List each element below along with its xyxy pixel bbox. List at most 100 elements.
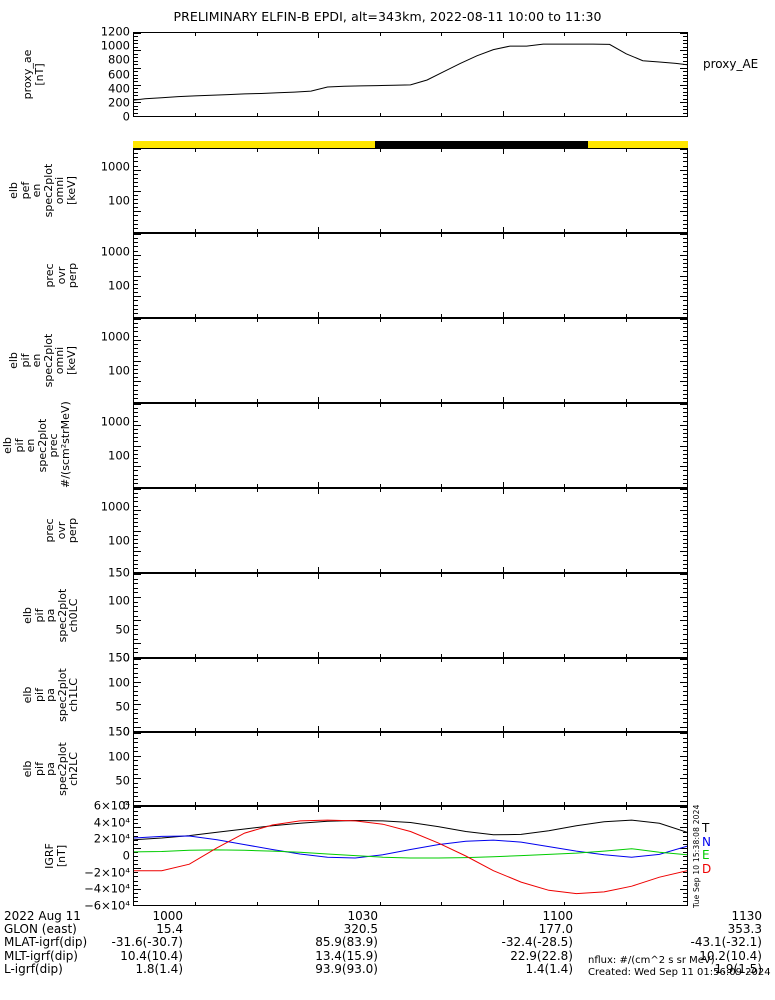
panel-1-left-ticks	[134, 149, 141, 233]
footer-row: 2022 Aug 11 1000 1030 1100 1130	[0, 909, 775, 923]
panel-2-right-ticks	[680, 234, 687, 318]
axis-title-line: ch0LC	[67, 598, 81, 633]
panel-pef-en-omni[interactable]	[133, 148, 688, 233]
orbit-status-bar	[133, 141, 688, 148]
panel-2-axis-title: prec ovr perp	[43, 233, 80, 318]
axis-title-line: elb	[21, 607, 34, 624]
footer-notes: nflux: #/(cm^2 s sr MeV) Created: Wed Se…	[588, 955, 771, 978]
ytick-label: 1200	[100, 24, 130, 39]
ytick-label: 150	[108, 650, 130, 665]
ytick-label: 600	[108, 66, 130, 81]
panel-8-ytick-labels: 150 100 50 0	[68, 726, 130, 811]
axis-title-line: [keV]	[64, 176, 78, 205]
series-E	[134, 848, 687, 859]
ytick-label: 0	[122, 798, 130, 813]
panel-7-right-ticks	[680, 659, 687, 732]
panel-8-right-ticks	[680, 733, 687, 806]
ytick-label: 0	[122, 724, 130, 739]
panel-5-right-ticks	[680, 489, 687, 573]
ytick-label: 1000	[100, 38, 130, 53]
panel-5-axis-title: prec ovr perp	[43, 488, 79, 573]
axis-title-line: prec	[43, 263, 56, 288]
ytick-label: 50	[115, 621, 130, 636]
footer-value: -32.4(-28.5)	[501, 935, 573, 950]
ytick-label: 200	[108, 95, 130, 110]
footer-row: GLON (east) 15.4 320.5 177.0 353.3	[0, 922, 775, 937]
footer-value: 13.4(15.9)	[315, 948, 378, 963]
footer-value: 10.2(10.4)	[699, 948, 762, 963]
footer-value: 22.9(22.8)	[510, 948, 573, 963]
panel-3-right-ticks	[680, 319, 687, 403]
panel-3-left-ticks	[134, 319, 141, 403]
footer-value: 1.9(1.5)	[714, 961, 762, 976]
panel-igrf[interactable]	[133, 806, 688, 906]
panel-proxy-ae-axis-title: proxy_ae [nT]	[21, 32, 46, 117]
panel-4-left-ticks	[134, 404, 141, 488]
series-N	[134, 835, 687, 859]
ytick-label: 100	[108, 532, 130, 547]
nflux-note: nflux: #/(cm^2 s sr MeV)	[588, 955, 715, 966]
igrf-legend-item-e: E	[702, 848, 710, 862]
igrf-legend-item-d: D	[702, 861, 712, 876]
ytick-label: 800	[108, 52, 130, 67]
panel-pif-pa-ch0lc[interactable]	[133, 573, 688, 658]
footer-value: -43.1(-32.1)	[690, 935, 762, 950]
footer-row-label: GLON (east)	[4, 922, 77, 937]
footer-value: 1000	[152, 909, 183, 923]
footer-value: 320.5	[343, 922, 378, 937]
panel-5-ytick-labels: 1000 100	[68, 488, 130, 573]
axis-title-line: IGRF	[43, 843, 56, 869]
panel-5-left-ticks	[134, 489, 141, 573]
ytick-label: 1000	[100, 328, 130, 343]
footer-value: 10.4(10.4)	[120, 948, 183, 963]
ytick-label: 100	[108, 593, 130, 608]
panel-1-ytick-labels: 1000 100	[68, 148, 130, 233]
panel-pif-pa-ch2lc[interactable]	[133, 732, 688, 806]
panel-4-ytick-labels: 1000 100	[68, 403, 130, 488]
axis-title-line: #/(scm²strMeV)	[58, 401, 72, 488]
ytick-label: 1000	[100, 158, 130, 173]
panel-8-axis-title: elb pif pa spec2plot ch2LC	[21, 732, 80, 806]
footer-value: 1.4(1.4)	[525, 961, 573, 976]
ytick-label: 1000	[100, 413, 130, 428]
axis-title-line: elb	[7, 182, 20, 199]
panel-4-axis-title: elb pif en spec2plot prec #/(scm²strMeV)	[1, 401, 72, 488]
panel-pif-pa-ch1lc[interactable]	[133, 658, 688, 732]
panel-pif-prec-ovr-perp[interactable]	[133, 488, 688, 573]
ytick-label: 6×10⁴	[93, 798, 130, 813]
ytick-label: 150	[108, 565, 130, 580]
panel-6-left-ticks	[134, 574, 141, 658]
panel-6-ytick-labels: 150 100 50 0	[68, 567, 130, 663]
ytick-label: 100	[108, 674, 130, 689]
panel-pif-en-prec[interactable]	[133, 403, 688, 488]
ytick-label: 100	[108, 447, 130, 462]
panel-1-right-ticks	[680, 149, 687, 233]
footer-row: MLT-igrf(dip) 10.4(10.4) 13.4(15.9) 22.9(22…	[0, 948, 775, 963]
footer-value: 85.9(83.9)	[315, 935, 378, 950]
panel-pef-prec-ovr-perp[interactable]	[133, 233, 688, 318]
ytick-label: 100	[108, 192, 130, 207]
footer-value: 1.8(1.4)	[135, 961, 183, 976]
footer-value: 1030	[347, 909, 378, 923]
panel-3-axis-title: elb pif en spec2plot omni [keV]	[7, 318, 78, 403]
panel-igrf-axis-title: IGRF [nT]	[43, 806, 68, 906]
footer-row-label: 2022 Aug 11	[4, 909, 81, 923]
panel-pif-en-omni[interactable]	[133, 318, 688, 403]
ytick-label: 100	[108, 748, 130, 763]
panel-1-axis-title: elb pef en spec2plot omni [keV]	[7, 148, 78, 233]
proxy-ae-side-label: proxy_AE	[703, 57, 759, 71]
footer-row-label: MLT-igrf(dip)	[4, 948, 78, 963]
ytick-label: 0	[122, 109, 130, 124]
footer-ephemeris-table: 2022 Aug 11 1000 1030 1100 1130 GLON (east) 15…	[0, 909, 775, 976]
panel-igrf-ytick-labels: 6×10⁴ 4×10⁴ 2×10⁴ 0 −2×10⁴ −4×10⁴ −6×10⁴	[68, 800, 130, 911]
axis-title-line: perp	[66, 262, 80, 289]
footer-value: 93.9(93.0)	[315, 961, 378, 976]
ytick-label: 400	[108, 80, 130, 95]
axis-title-line: elb	[21, 686, 34, 704]
footer-value: 177.0	[538, 922, 573, 937]
proxy-ae-curve	[134, 43, 687, 101]
axis-title-line: [keV]	[64, 346, 78, 375]
ytick-label: 2×10⁴	[93, 831, 130, 846]
panel-proxy-ae[interactable]	[133, 32, 688, 117]
